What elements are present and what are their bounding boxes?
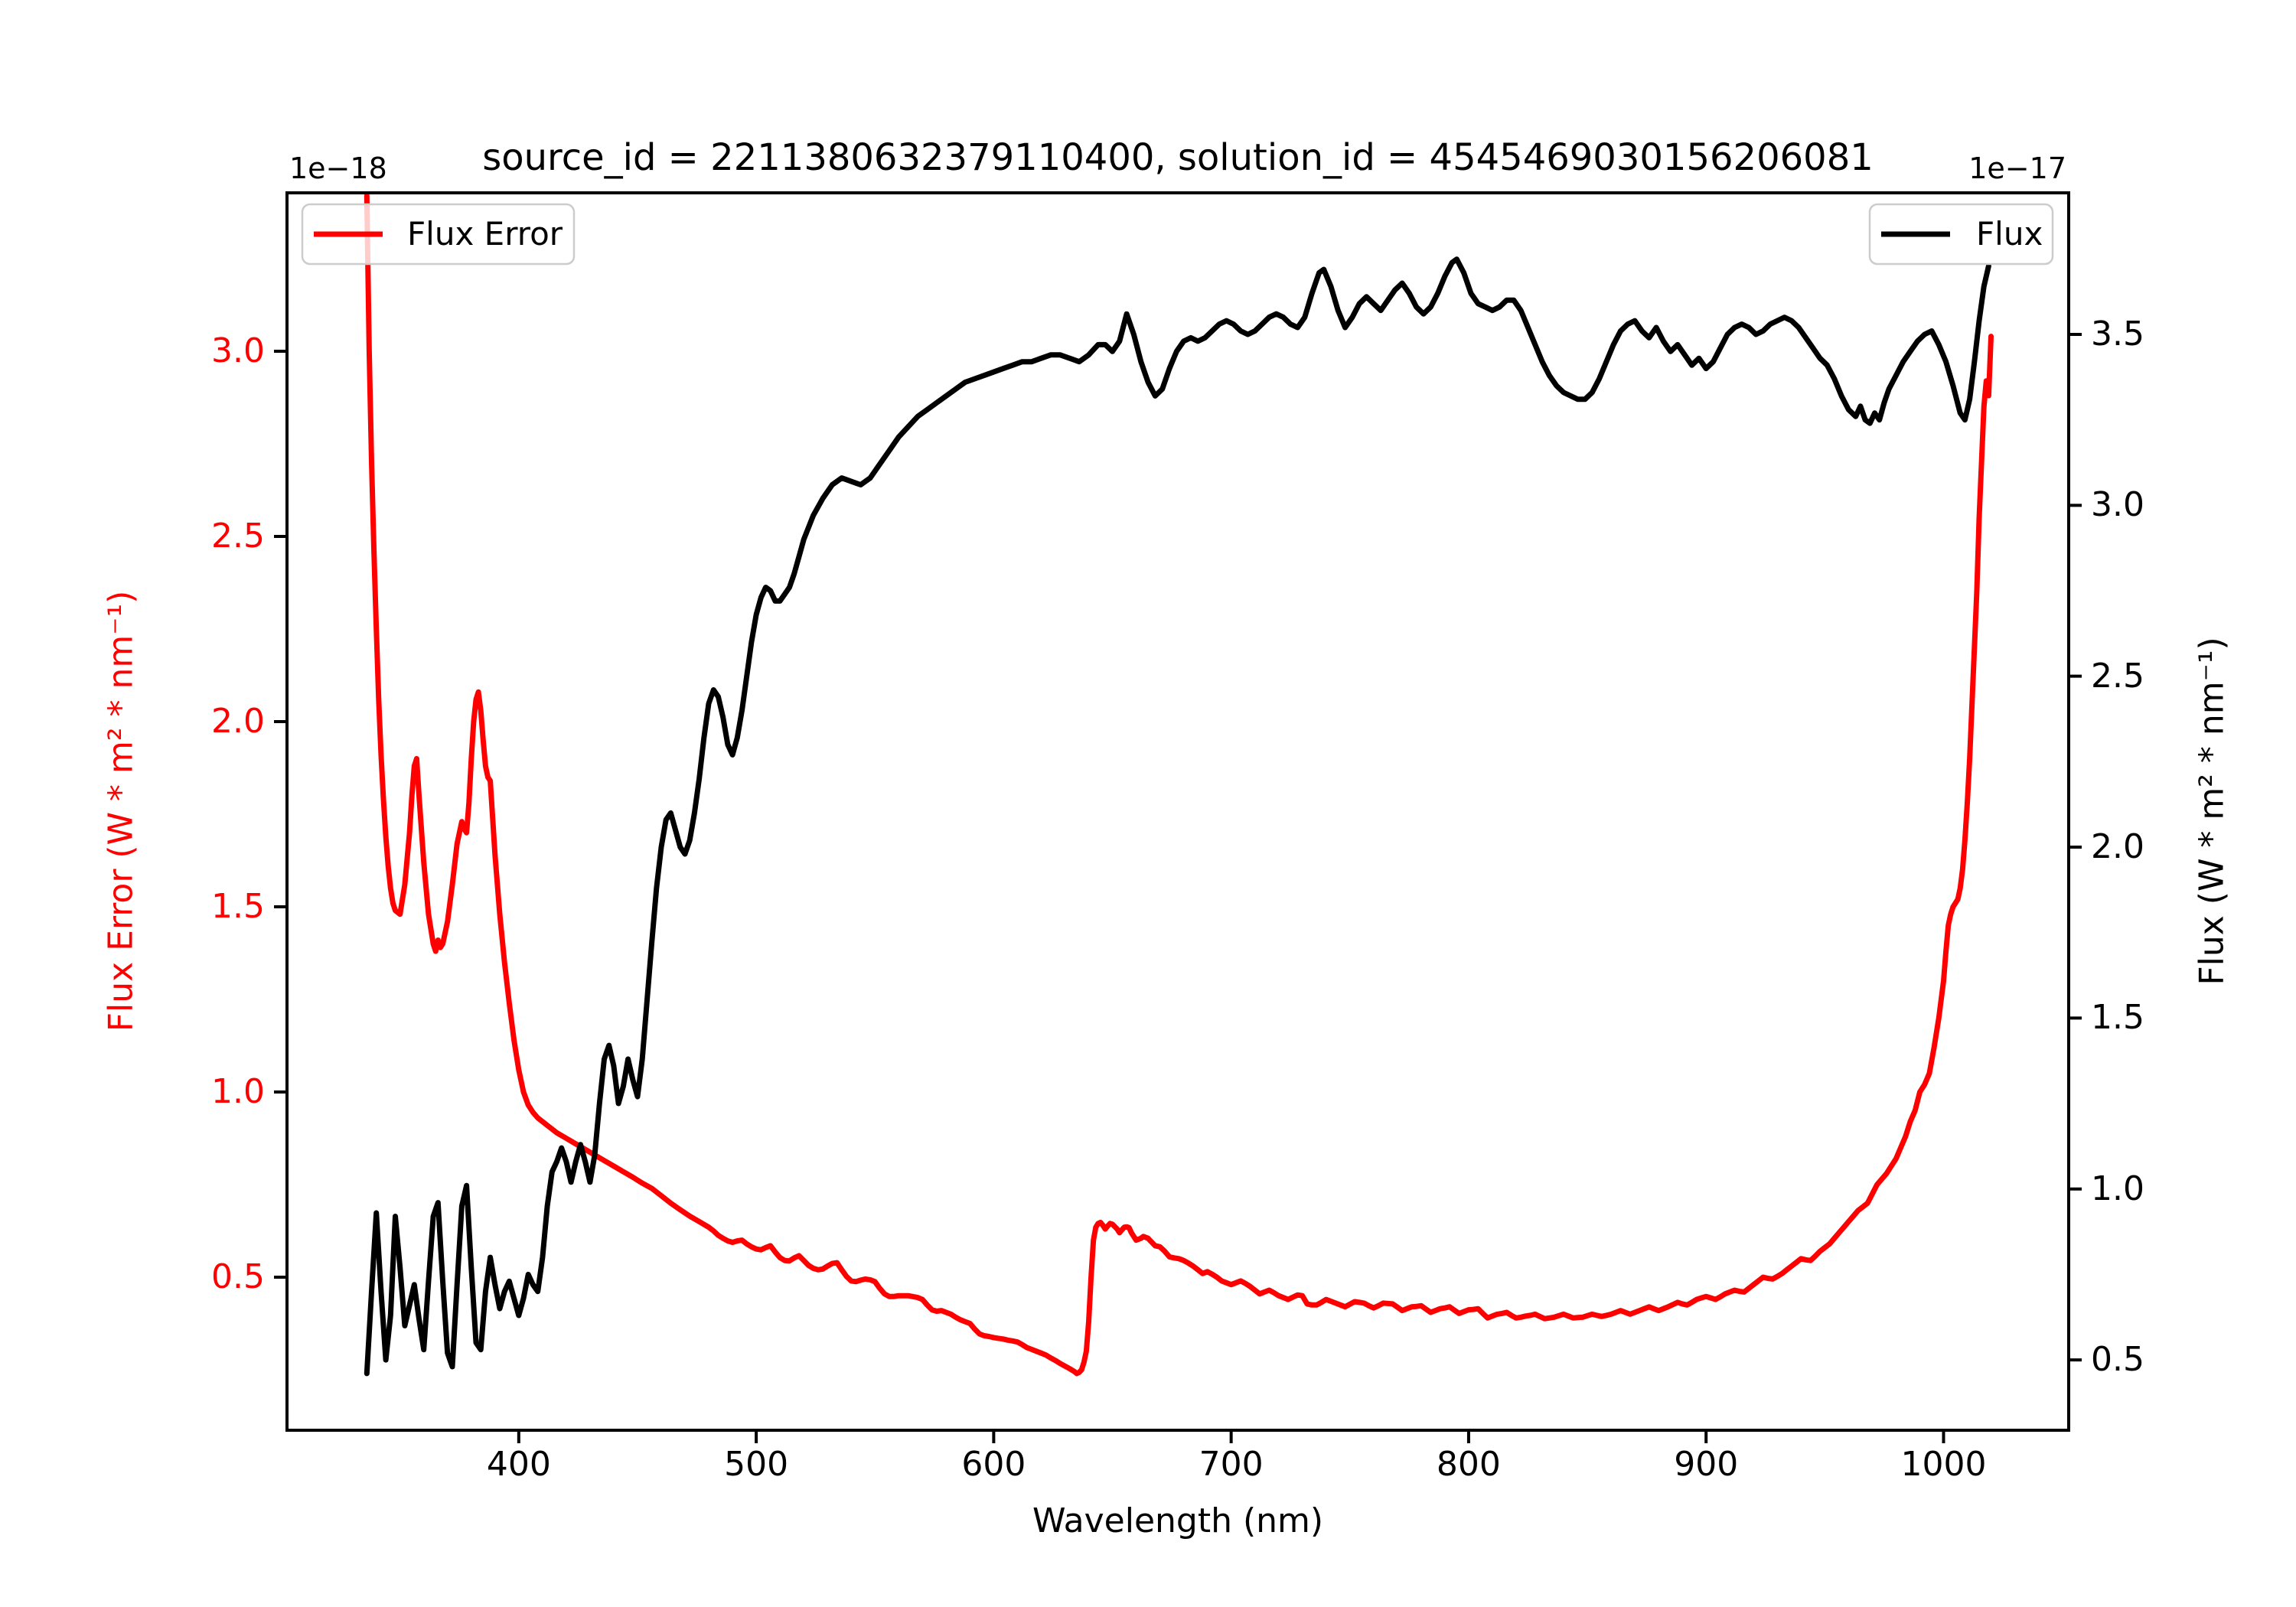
- legend-box-flux: [1868, 203, 2054, 266]
- x-tick-label: 900: [1674, 1445, 1739, 1484]
- x-tick-label: 500: [724, 1445, 789, 1484]
- y-right-tick-label: 3.5: [2091, 314, 2144, 354]
- y-left-tick-label: 2.5: [211, 517, 265, 556]
- y-axis-label-flux: Flux (W * m² * nm⁻¹): [2192, 637, 2232, 986]
- x-axis-label: Wavelength (nm): [1032, 1501, 1324, 1540]
- left-axis-offset-text: 1e−18: [289, 152, 387, 185]
- x-tick-label: 800: [1436, 1445, 1501, 1484]
- legend-box-flux-error: [301, 203, 576, 266]
- right-axis-offset-text: 1e−17: [1968, 152, 2066, 185]
- legend-label-flux: Flux: [1976, 215, 2043, 253]
- y-left-tick-label: 2.0: [211, 702, 265, 741]
- y-right-tick-label: 1.5: [2091, 998, 2144, 1038]
- axes-spines: [285, 191, 2070, 1432]
- x-tick-label: 1000: [1900, 1445, 1987, 1484]
- y-left-tick-label: 3.0: [211, 331, 265, 370]
- legend-label-flux-error: Flux Error: [407, 215, 563, 253]
- y-right-tick-label: 2.0: [2091, 827, 2144, 867]
- y-right-tick-label: 0.5: [2091, 1340, 2144, 1380]
- x-tick-label: 700: [1199, 1445, 1264, 1484]
- y-right-tick-label: 3.0: [2091, 485, 2144, 525]
- flux-error-line: [364, 193, 1994, 1377]
- y-left-tick-label: 0.5: [211, 1257, 265, 1296]
- y-left-tick-label: 1.0: [211, 1072, 265, 1111]
- y-right-tick-label: 2.5: [2091, 656, 2144, 696]
- flux-line: [364, 256, 1991, 1377]
- y-left-tick-label: 1.5: [211, 887, 265, 926]
- y-axis-label-flux-error: Flux Error (W * m² * nm⁻¹): [101, 590, 141, 1032]
- x-tick-label: 600: [961, 1445, 1026, 1484]
- y-right-tick-label: 1.0: [2091, 1169, 2144, 1208]
- plot-title: source_id = 2211380632379110400, solutio…: [482, 136, 1874, 179]
- x-tick-label: 400: [486, 1445, 551, 1484]
